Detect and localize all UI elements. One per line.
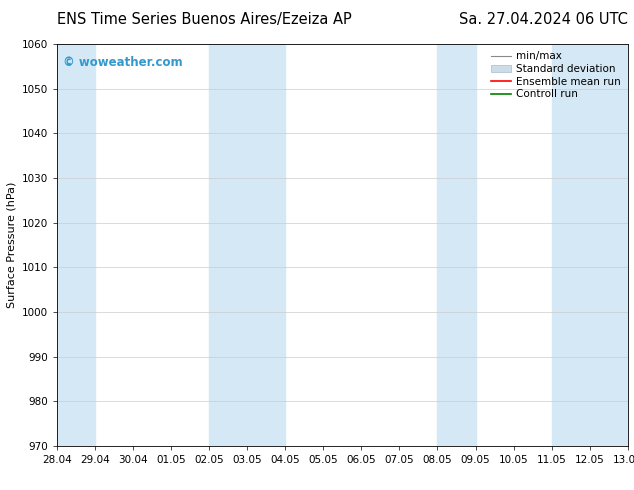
Bar bbox=[209, 44, 285, 446]
Text: Sa. 27.04.2024 06 UTC: Sa. 27.04.2024 06 UTC bbox=[459, 12, 628, 27]
Y-axis label: Surface Pressure (hPa): Surface Pressure (hPa) bbox=[6, 182, 16, 308]
Text: ENS Time Series Buenos Aires/Ezeiza AP: ENS Time Series Buenos Aires/Ezeiza AP bbox=[57, 12, 352, 27]
Bar bbox=[552, 44, 628, 446]
Legend: min/max, Standard deviation, Ensemble mean run, Controll run: min/max, Standard deviation, Ensemble me… bbox=[489, 49, 623, 101]
Text: © woweather.com: © woweather.com bbox=[63, 56, 183, 69]
Bar bbox=[57, 44, 95, 446]
Bar bbox=[437, 44, 476, 446]
